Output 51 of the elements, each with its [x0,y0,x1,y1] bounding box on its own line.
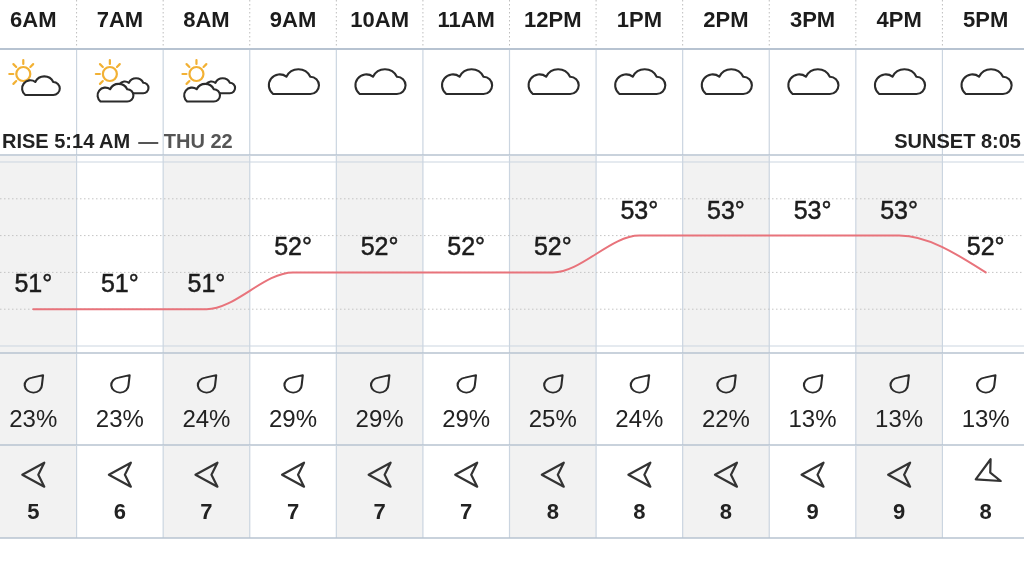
text: SUNSET 8:05 [894,130,1021,152]
x-tick-label: 8AM [183,7,230,32]
x-tick-label: 2PM [703,7,749,32]
data-label: 9 [893,499,906,525]
data-label: 23% [9,404,58,432]
data-label: 29% [269,404,318,432]
data-label: 53° [880,195,919,224]
x-tick-label: 11AM [437,7,495,32]
data-label: 53° [793,195,832,224]
data-label: 29% [355,404,404,432]
x-tick-label: 5PM [963,7,1009,32]
data-label: 53° [707,195,745,224]
data-label: 52° [966,232,1005,261]
data-label: 5 [27,499,40,525]
data-label: 52° [360,232,399,261]
data-label: 23% [95,404,144,432]
data-label: 22% [701,404,750,432]
text: RISE 5:14 AM [2,130,131,152]
data-label: 52° [533,232,572,261]
data-label: 53° [620,195,659,224]
data-label: 13% [961,404,1010,432]
data-label: 51° [14,269,53,298]
x-tick-label: 3PM [789,7,836,32]
data-label: 8 [719,499,733,525]
x-tick-label: 1PM [616,7,662,32]
data-label: 6 [113,499,126,525]
data-label: 8 [633,499,646,525]
x-tick-label: 12PM [524,7,582,32]
x-tick-label: 9AM [269,7,317,32]
data-label: 7 [373,499,386,525]
text: — THU 22 [138,130,233,152]
data-label: 51° [100,269,139,298]
data-label: 29% [442,404,491,432]
x-tick-label: 7AM [96,7,144,32]
data-label: 8 [546,499,559,525]
data-label: 24% [182,404,231,432]
data-label: 24% [615,404,664,432]
data-label: 51° [187,269,226,298]
data-label: 7 [200,499,213,525]
data-label: 52° [447,232,486,261]
data-label: 13% [788,404,837,432]
x-tick-label: 6AM [10,7,57,32]
x-tick-label: 10AM [350,7,409,32]
x-tick-label: 4PM [876,7,922,32]
data-label: 8 [979,499,992,525]
data-label: 25% [528,404,577,432]
data-label: 7 [460,499,473,525]
data-label: 7 [286,499,300,525]
data-label: 52° [274,232,312,261]
data-label: 13% [875,404,924,432]
data-label: 9 [806,499,819,525]
